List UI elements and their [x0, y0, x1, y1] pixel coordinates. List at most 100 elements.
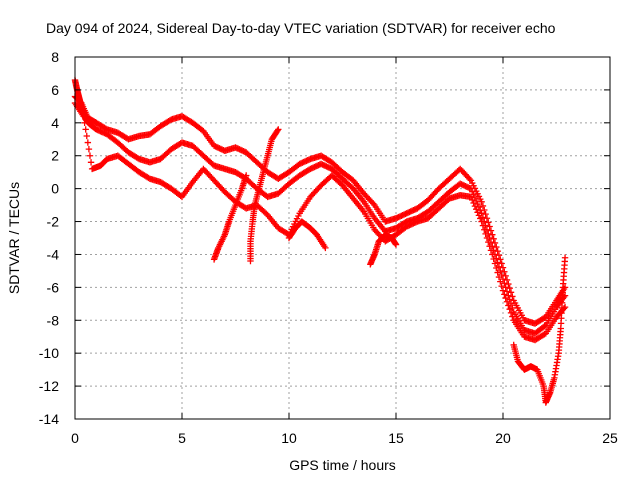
- data-point: [81, 119, 88, 127]
- data-point: [469, 196, 476, 204]
- data-point: [497, 256, 504, 263]
- data-point: [502, 294, 509, 302]
- data-point: [478, 198, 485, 205]
- data-point: [477, 215, 484, 222]
- data-point: [490, 235, 497, 243]
- data-point: [86, 152, 94, 159]
- data-point: [493, 264, 500, 272]
- data-point: [322, 244, 329, 252]
- data-point: [489, 231, 496, 238]
- data-point: [507, 289, 515, 296]
- data-point: [498, 260, 505, 267]
- data-point: [497, 278, 504, 285]
- data-point: [507, 309, 515, 317]
- data-point: [485, 219, 492, 226]
- data-point: [493, 243, 500, 251]
- data-point: [473, 206, 480, 213]
- data-point: [482, 230, 489, 238]
- data-point: [370, 200, 377, 207]
- data-point: [509, 293, 516, 300]
- x-tick-label: 20: [495, 430, 511, 446]
- data-point: [486, 243, 493, 250]
- y-tick-label: 2: [51, 148, 59, 164]
- data-point: [506, 284, 513, 292]
- data-point: [243, 172, 250, 179]
- series-spur-14h: [367, 231, 400, 268]
- y-tick-label: 6: [51, 82, 59, 98]
- data-point: [475, 212, 483, 219]
- x-axis-label: GPS time / hours: [289, 457, 396, 473]
- data-point: [509, 313, 516, 320]
- data-points: [71, 76, 569, 406]
- series-band-upper: [71, 93, 569, 327]
- data-point: [499, 264, 507, 271]
- data-point: [485, 238, 492, 246]
- data-point: [487, 247, 495, 254]
- data-point: [83, 132, 90, 140]
- data-point: [85, 145, 93, 153]
- data-point: [503, 298, 511, 305]
- data-point: [470, 199, 477, 207]
- series-band-lower: [71, 99, 569, 344]
- plot-frame: [74, 56, 611, 420]
- data-point: [479, 202, 487, 210]
- data-point: [478, 218, 485, 225]
- y-tick-label: 0: [51, 181, 59, 197]
- data-point: [498, 282, 505, 290]
- data-point: [541, 323, 548, 330]
- data-point: [495, 273, 503, 281]
- series-spur-10h: [285, 218, 329, 252]
- data-point: [502, 272, 509, 280]
- data-point: [275, 126, 282, 133]
- data-point: [82, 126, 89, 133]
- x-tick-label: 25: [602, 430, 618, 446]
- data-point: [481, 226, 488, 233]
- data-point: [489, 251, 496, 258]
- x-tick-label: 0: [71, 430, 79, 446]
- data-point: [392, 241, 400, 248]
- data-point: [487, 227, 495, 234]
- data-point: [481, 206, 488, 214]
- data-point: [491, 239, 499, 247]
- y-tick-label: -4: [47, 246, 60, 262]
- data-point: [494, 269, 501, 276]
- data-point: [80, 113, 87, 120]
- y-tick-label: -6: [47, 279, 60, 295]
- series-spur-20h: [510, 254, 569, 406]
- data-point: [505, 302, 512, 309]
- data-point: [467, 193, 475, 201]
- series-spur-8h: [247, 126, 282, 265]
- data-point: [506, 305, 513, 313]
- data-point: [466, 175, 473, 183]
- y-tick-label: -14: [39, 411, 59, 427]
- data-point: [482, 210, 489, 218]
- data-point: [561, 254, 569, 261]
- data-point: [84, 139, 92, 146]
- data-point: [274, 127, 281, 134]
- y-axis-label: SDTVAR / TECUs: [6, 182, 22, 294]
- x-tick-label: 10: [281, 430, 297, 446]
- data-point: [499, 287, 507, 294]
- data-point: [501, 268, 508, 275]
- data-point: [479, 222, 487, 229]
- series-main: [71, 76, 569, 337]
- y-tick-label: -8: [47, 312, 60, 328]
- y-tick-label: -2: [47, 214, 60, 230]
- data-point: [490, 255, 497, 263]
- data-point: [486, 223, 493, 230]
- data-point: [495, 252, 503, 259]
- data-point: [503, 276, 511, 284]
- data-point: [491, 260, 499, 267]
- data-point: [505, 280, 512, 288]
- y-tick-label: -10: [39, 345, 59, 361]
- chart-title: Day 094 of 2024, Sidereal Day-to-day VTE…: [46, 20, 556, 36]
- series-spur-7h: [210, 172, 250, 263]
- x-tick-label: 15: [388, 430, 404, 446]
- data-point: [471, 202, 479, 210]
- data-point: [501, 291, 508, 298]
- data-point: [87, 159, 95, 166]
- data-point: [561, 303, 569, 311]
- data-point: [474, 209, 481, 216]
